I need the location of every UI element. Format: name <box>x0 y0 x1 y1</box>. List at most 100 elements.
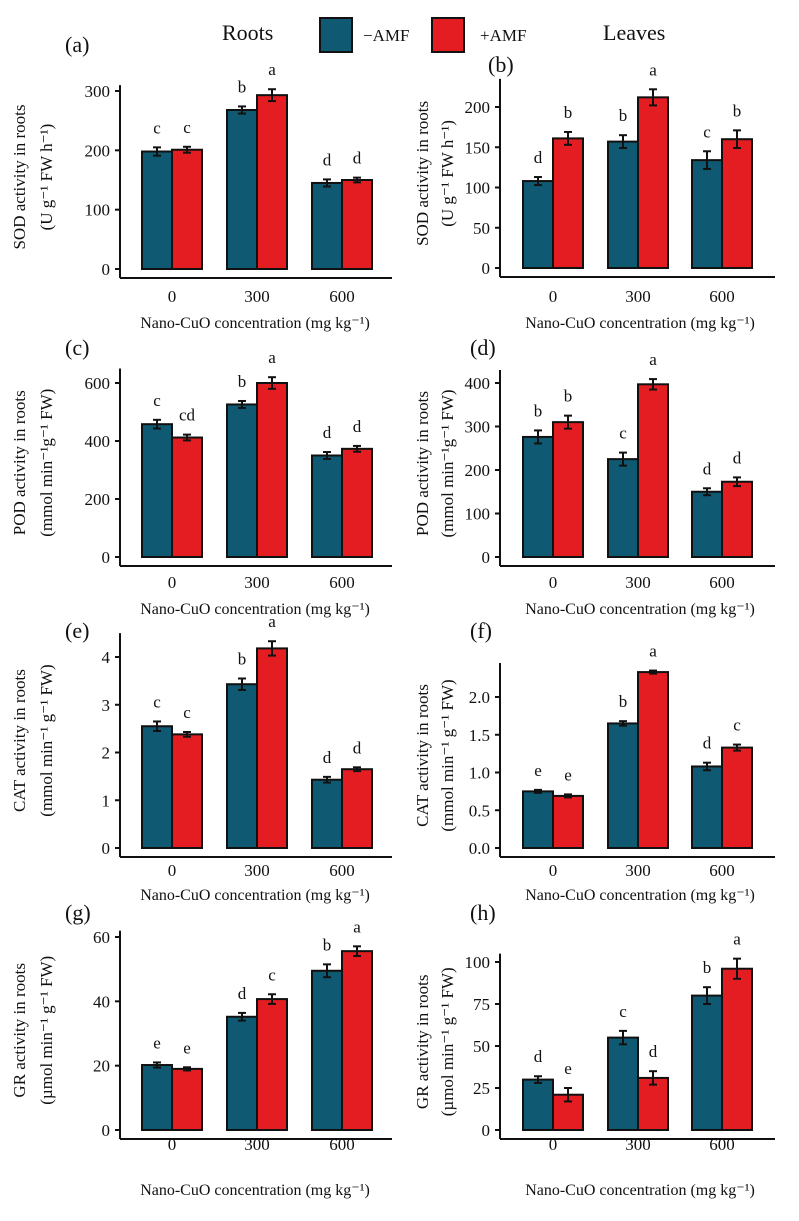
y-tick-label: 400 <box>85 432 111 451</box>
y-tick-label: 50 <box>473 219 490 238</box>
significance-letter: a <box>649 642 657 661</box>
bar-plus-amf <box>256 94 288 270</box>
y-tick-label: 1 <box>102 791 111 810</box>
x-tick-label: 300 <box>244 573 270 592</box>
y-tick-label: 25 <box>473 1079 490 1098</box>
roots-title: Roots <box>222 20 273 45</box>
y-axis-title-units: (mmol min⁻¹ g⁻¹ FW) <box>438 679 457 831</box>
significance-letter: e <box>183 1038 191 1057</box>
significance-letter: b <box>238 649 247 668</box>
y-tick-label: 600 <box>85 374 111 393</box>
y-tick-label: 3 <box>102 696 111 715</box>
panel-e: (e) CAT activity in roots (mmol min⁻¹ g⁻¹ … <box>10 612 392 904</box>
bar-minus-amf <box>522 790 554 849</box>
legend-swatch-plus-amf <box>431 17 465 53</box>
x-axis-title: Nano-CuO concentration (mg kg⁻¹) <box>525 315 755 332</box>
x-tick-label: 300 <box>625 573 651 592</box>
panel-g: (g) GR activity in roots (µmol min⁻¹ g⁻¹ F… <box>10 900 392 1199</box>
y-tick-label: 2.0 <box>469 688 490 707</box>
x-tick-label: 600 <box>329 287 355 306</box>
x-tick-label: 300 <box>244 861 270 880</box>
bar-minus-amf <box>691 490 723 558</box>
bar-plus-amf <box>637 96 669 269</box>
significance-letter: b <box>564 103 573 122</box>
significance-letter: a <box>733 930 741 949</box>
y-axis-title: POD activity in roots <box>413 391 432 536</box>
panel-label: (e) <box>65 618 89 643</box>
x-tick-label: 600 <box>709 287 735 306</box>
bar-plus-amf <box>637 1076 669 1132</box>
y-tick-label: 100 <box>465 953 491 972</box>
x-tick-label: 300 <box>625 861 651 880</box>
y-tick-label: 200 <box>85 141 111 160</box>
y-tick-label: 200 <box>85 490 111 509</box>
bar-plus-amf <box>341 179 373 270</box>
bar-plus-amf <box>171 148 203 271</box>
significance-letter: b <box>733 101 742 120</box>
significance-letter: e <box>564 1059 572 1078</box>
panel-label: (a) <box>65 32 89 57</box>
y-tick-label: 200 <box>465 461 491 480</box>
x-tick-label: 0 <box>168 287 177 306</box>
y-tick-label: 0.0 <box>469 839 490 858</box>
x-axis-title: Nano-CuO concentration (mg kg⁻¹) <box>525 887 755 904</box>
bar-plus-amf <box>341 447 373 558</box>
legend: Roots −AMF +AMF Leaves <box>222 17 665 53</box>
panel-a: (a) SOD activity in roots (U g⁻¹ FW h⁻¹) 0 1… <box>10 32 392 332</box>
bar-plus-amf <box>256 382 288 558</box>
y-tick-label: 0 <box>482 259 491 278</box>
significance-letter: b <box>619 692 628 711</box>
bar-minus-amf <box>141 150 173 271</box>
significance-letter: b <box>619 106 628 125</box>
x-tick-label: 600 <box>709 1135 735 1154</box>
y-tick-label: 50 <box>473 1037 490 1056</box>
y-axis-title: CAT activity in roots <box>413 684 432 827</box>
bar-plus-amf <box>341 768 373 850</box>
significance-letter: a <box>649 350 657 369</box>
significance-letter: d <box>534 148 543 167</box>
significance-letter: c <box>153 118 161 137</box>
bar-minus-amf <box>607 722 639 849</box>
bar-minus-amf <box>522 1078 554 1131</box>
bar-minus-amf <box>691 159 723 270</box>
bar-minus-amf <box>522 435 554 558</box>
bar-minus-amf <box>311 969 343 1132</box>
y-tick-label: 40 <box>93 992 110 1011</box>
y-tick-label: 1.5 <box>469 726 490 745</box>
significance-letter: cd <box>179 406 196 425</box>
significance-letter: c <box>268 965 276 984</box>
y-axis-title: GR activity in roots <box>413 975 432 1110</box>
panel-label: (g) <box>65 900 91 925</box>
significance-letter: d <box>353 738 362 757</box>
y-axis-title: GR activity in roots <box>10 963 29 1098</box>
y-tick-label: 60 <box>93 928 110 947</box>
bar-minus-amf <box>607 140 639 270</box>
bar-minus-amf <box>226 108 258 270</box>
bar-plus-amf <box>721 967 753 1131</box>
legend-swatch-minus-amf <box>319 17 353 53</box>
bar-plus-amf <box>171 733 203 849</box>
significance-letter: d <box>703 459 712 478</box>
bar-plus-amf <box>256 647 288 850</box>
x-tick-label: 300 <box>625 1135 651 1154</box>
significance-letter: a <box>268 60 276 79</box>
significance-letter: b <box>323 935 332 954</box>
y-tick-label: 0 <box>102 260 111 279</box>
x-tick-label: 300 <box>244 1135 270 1154</box>
significance-letter: c <box>619 1002 627 1021</box>
bar-minus-amf <box>691 765 723 850</box>
x-axis-title: Nano-CuO concentration (mg kg⁻¹) <box>140 601 370 618</box>
bar-minus-amf <box>311 778 343 850</box>
bar-plus-amf <box>552 794 584 850</box>
y-tick-label: 200 <box>465 98 491 117</box>
significance-letter: d <box>323 748 332 767</box>
significance-letter: e <box>534 761 542 780</box>
y-tick-label: 2 <box>102 744 111 763</box>
x-tick-label: 600 <box>709 573 735 592</box>
significance-letter: a <box>268 348 276 367</box>
leaves-title: Leaves <box>603 20 665 45</box>
y-axis-title-units: (U g⁻¹ FW h⁻¹) <box>37 124 56 231</box>
x-tick-label: 0 <box>549 861 558 880</box>
significance-letter: d <box>323 150 332 169</box>
bar-plus-amf <box>171 1067 203 1131</box>
